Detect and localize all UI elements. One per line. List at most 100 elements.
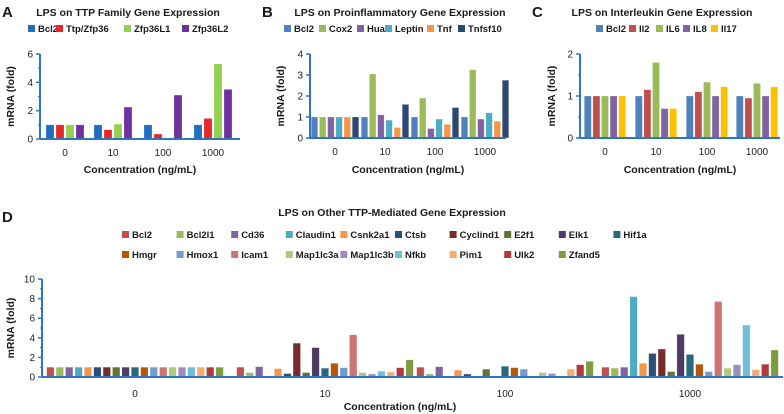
legend-item: Map1lc3b (340, 250, 394, 261)
bar-cyclind1-10 (292, 342, 301, 378)
legend-item: Bcl2 (284, 24, 314, 35)
bar-claudin1-1000 (629, 296, 638, 378)
bar-zfand5-1000 (770, 349, 779, 378)
legend-item: Il17 (711, 24, 737, 35)
legend-swatch (340, 231, 348, 238)
legend-item: Nfkb (395, 250, 426, 261)
bar-tnf-1000 (493, 120, 501, 139)
bar-icam1-0 (159, 366, 168, 378)
bar-icam1-10 (349, 334, 358, 378)
legend-item: Ctsb (395, 230, 426, 241)
bar-pim1-100 (566, 368, 575, 378)
bar-hmox1-0 (149, 366, 158, 378)
bar-tnf-100 (443, 124, 451, 139)
legend-label: Bcl2 (606, 24, 626, 35)
panel-c: C LPS on Interleukin Gene Expression Bcl2 I… (532, 4, 780, 176)
legend-swatch (683, 25, 690, 32)
bar-ulk2-1000 (761, 363, 770, 378)
bar-hmgr-0 (140, 366, 149, 378)
x-tick-label: 0 (62, 148, 68, 159)
legend-item: Tnf (427, 24, 453, 35)
bar-zfand5-10 (405, 359, 414, 378)
legend-swatch (319, 25, 326, 32)
legend-item: Bcl2 (28, 24, 58, 35)
bar-ctsb-0 (93, 366, 102, 378)
legend-swatch (449, 231, 457, 238)
bar-bcl2-0 (583, 95, 592, 139)
bar-cd36-0 (65, 366, 74, 378)
bar-leptin-0 (335, 116, 343, 139)
legend-label: Hif1a (623, 230, 647, 241)
x-tick-label: 1000 (746, 147, 769, 158)
bar-csnk2a1-10 (273, 368, 282, 378)
bar-bcl2-10 (236, 366, 245, 378)
bar-hua-0 (327, 116, 335, 139)
bar-hif1a-0 (131, 366, 140, 378)
bar-ulk2-10 (396, 367, 405, 378)
legend-label: Bcl2 (132, 230, 152, 241)
bar-tnfsf10-1000 (501, 79, 510, 139)
y-tick-label: 1 (297, 113, 303, 124)
bar-bcl2-1000 (601, 366, 610, 378)
legend-label: Bcl2 (294, 24, 314, 35)
legend-item: Hmgr (122, 250, 157, 261)
legend-item: Cyclind1 (449, 230, 500, 241)
bar-cox2-0 (319, 116, 327, 139)
bar-zfp36l1-0 (65, 124, 75, 140)
y-tick-label: 0 (567, 134, 573, 145)
x-tick-label: 100 (699, 147, 716, 158)
y-tick-label: 3 (297, 71, 303, 82)
legend-swatch (385, 25, 392, 32)
legend-swatch (124, 25, 131, 32)
y-tick-label: 0 (297, 134, 303, 145)
bar-bcl2-100 (416, 366, 425, 378)
x-axis-label: Concentration (ng/mL) (624, 164, 737, 176)
legend-swatch (122, 231, 129, 238)
legend-label: Zfp36L2 (192, 24, 228, 35)
bar-ttp-zfp36-1000 (203, 118, 213, 140)
panel-d: D LPS on Other TTP-Mediated Gene Expressi… (2, 207, 783, 413)
legend-label: Csnk2a1 (350, 230, 390, 241)
bar-hua-1000 (477, 118, 485, 139)
legend-item: Hif1a (613, 230, 647, 241)
legend-swatch (629, 25, 636, 32)
bar-hmox1-100 (519, 368, 528, 378)
y-tick-label: 6 (27, 50, 33, 61)
bar-claudin1-0 (74, 366, 83, 378)
bar-zfand5-100 (585, 361, 594, 378)
bar-il8-1000 (761, 95, 770, 139)
bar-zfp36l2-100 (173, 94, 183, 140)
x-tick-label: 1000 (474, 147, 497, 158)
x-axis-label: Concentration (ng/mL) (352, 164, 465, 176)
panel-letter: A (2, 4, 13, 21)
bar-elk1-1000 (676, 334, 685, 378)
x-tick-label: 10 (379, 147, 391, 158)
legend-item: E2f1 (504, 230, 535, 241)
legend-swatch (56, 25, 63, 32)
legend-swatch (182, 25, 189, 32)
legend-swatch (458, 25, 465, 32)
bar-il6-10 (652, 62, 660, 139)
bar-il8-0 (609, 95, 618, 139)
bar-bcl2-1000 (193, 124, 203, 140)
bar-zfand5-0 (215, 366, 224, 378)
y-tick-label: 4 (29, 333, 35, 344)
bar-tnfsf10-0 (351, 116, 360, 139)
chart-title: LPS on TTP Family Gene Expression (36, 7, 220, 19)
legend-label: Elk1 (569, 230, 589, 241)
bar-zfp36l2-10 (123, 106, 133, 140)
bar-ctsb-1000 (648, 353, 657, 378)
bar-ttp-zfp36-10 (103, 129, 113, 140)
legend-swatch (395, 251, 402, 258)
legend-label: IL8 (693, 24, 707, 35)
legend-item: Claudin1 (285, 230, 337, 241)
legend-swatch (122, 251, 129, 258)
bar-tnf-10 (393, 127, 401, 139)
legend-label: Ctsb (405, 230, 426, 241)
legend-swatch (28, 25, 35, 32)
bar-elk1-0 (121, 366, 130, 378)
bar-cox2-100 (419, 97, 427, 139)
legend-swatch (711, 25, 718, 32)
bar-tnfsf10-10 (401, 104, 410, 139)
legend-label: Hua (367, 24, 386, 35)
